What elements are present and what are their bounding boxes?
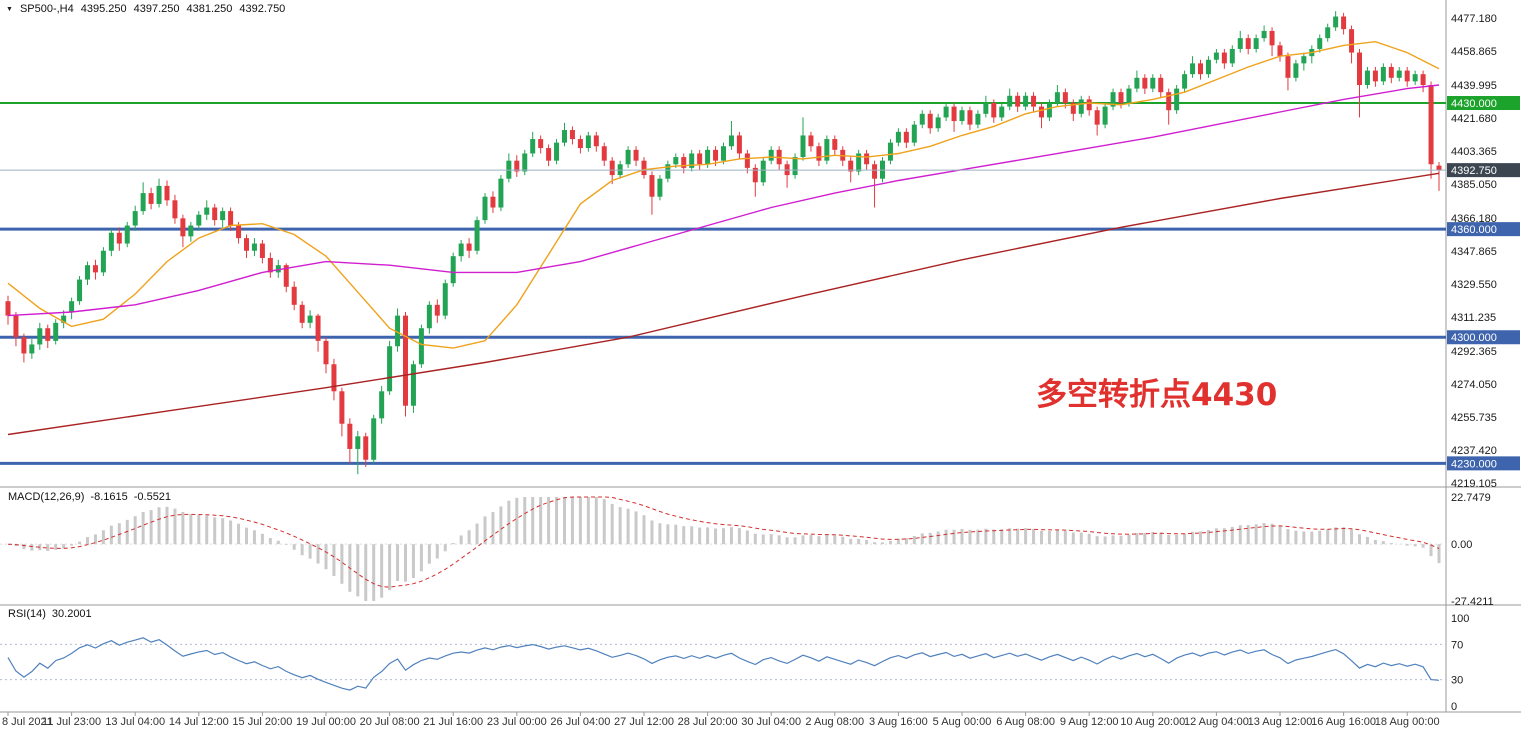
svg-text:4439.995: 4439.995 [1451,80,1497,92]
svg-text:30: 30 [1451,675,1463,687]
svg-text:13 Jul 04:00: 13 Jul 04:00 [105,716,165,728]
svg-text:4300.000: 4300.000 [1451,332,1497,344]
svg-text:30 Jul 04:00: 30 Jul 04:00 [741,716,801,728]
svg-text:100: 100 [1451,613,1469,625]
moving-average-lines [7,40,1440,436]
svg-text:4292.365: 4292.365 [1451,346,1497,358]
svg-text:4274.050: 4274.050 [1451,379,1497,391]
svg-text:4366.180: 4366.180 [1451,213,1497,225]
svg-text:3 Aug 16:00: 3 Aug 16:00 [869,716,928,728]
svg-text:4392.750: 4392.750 [1451,165,1497,177]
chart-high-value: 4397.250 [133,3,180,15]
svg-text:18 Aug 00:00: 18 Aug 00:00 [1375,716,1440,728]
svg-text:12 Aug 04:00: 12 Aug 04:00 [1184,716,1249,728]
rsi-value: 30.2001 [51,608,92,620]
svg-text:4385.050: 4385.050 [1451,179,1497,191]
annotation-text: 多空转折点4430 [1036,377,1278,413]
macd-main-value: -8.1615 [90,491,128,503]
svg-text:10 Aug 20:00: 10 Aug 20:00 [1120,716,1185,728]
svg-text:4347.865: 4347.865 [1451,246,1497,258]
svg-text:4255.735: 4255.735 [1451,412,1497,424]
svg-text:22.7479: 22.7479 [1451,492,1491,504]
svg-text:4329.550: 4329.550 [1451,279,1497,291]
chart-low-value: 4381.250 [186,3,233,15]
macd-indicator-label: MACD(12,26,9) -8.1615 -0.5521 [8,491,171,503]
svg-text:11 Jul 23:00: 11 Jul 23:00 [42,716,101,728]
svg-text:0.00: 0.00 [1451,539,1472,551]
svg-text:70: 70 [1451,639,1463,651]
svg-text:2 Aug 08:00: 2 Aug 08:00 [805,716,864,728]
svg-text:20 Jul 08:00: 20 Jul 08:00 [360,716,420,728]
chart-close-value: 4392.750 [239,3,286,15]
svg-text:4219.105: 4219.105 [1451,478,1497,490]
svg-text:26 Jul 04:00: 26 Jul 04:00 [550,716,610,728]
price-axis-labels[interactable]: 4477.180 4458.865 4439.995 4421.680 4403.365… [1447,13,1520,490]
svg-text:4360.000: 4360.000 [1451,224,1497,236]
svg-text:8 Jul 2021: 8 Jul 2021 [2,716,53,728]
chart-symbol-label: SP500-,H4 [19,3,74,15]
svg-text:15 Jul 20:00: 15 Jul 20:00 [232,716,292,728]
macd-signal-value: -0.5521 [133,491,172,503]
panel-borders [0,0,1521,713]
svg-text:4311.235: 4311.235 [1451,312,1496,324]
svg-text:4421.680: 4421.680 [1451,113,1497,125]
svg-text:14 Jul 12:00: 14 Jul 12:00 [169,716,229,728]
svg-text:27 Jul 12:00: 27 Jul 12:00 [614,716,674,728]
svg-text:4477.180: 4477.180 [1451,13,1497,25]
svg-text:28 Jul 20:00: 28 Jul 20:00 [678,716,738,728]
macd-panel: 22.7479 0.00 -27.4211 [0,492,1494,608]
chart-symbol-triangle-icon: ▼ [6,5,13,13]
chart-open-value: 4395.250 [80,3,127,15]
svg-text:-27.4211: -27.4211 [1451,596,1494,608]
svg-text:6 Aug 08:00: 6 Aug 08:00 [996,716,1055,728]
svg-text:13 Aug 12:00: 13 Aug 12:00 [1248,716,1313,728]
rsi-indicator-label: RSI(14) 30.2001 [8,608,92,620]
svg-text:4430.000: 4430.000 [1451,98,1497,110]
svg-text:0: 0 [1451,701,1457,713]
svg-text:16 Aug 16:00: 16 Aug 16:00 [1311,716,1376,728]
macd-name: MACD(12,26,9) [8,491,85,503]
svg-text:23 Jul 00:00: 23 Jul 00:00 [487,716,547,728]
svg-text:4230.000: 4230.000 [1451,458,1497,470]
rsi-name: RSI(14) [8,608,46,620]
svg-text:19 Jul 00:00: 19 Jul 00:00 [296,716,356,728]
svg-text:4237.420: 4237.420 [1451,445,1497,457]
svg-text:21 Jul 16:00: 21 Jul 16:00 [423,716,483,728]
svg-text:4458.865: 4458.865 [1451,46,1497,58]
svg-text:9 Aug 12:00: 9 Aug 12:00 [1060,716,1119,728]
chart-title: ▼ SP500-,H4 4395.250 4397.250 4381.250 4… [6,3,285,15]
svg-text:5 Aug 00:00: 5 Aug 00:00 [933,716,992,728]
rsi-panel: 100 70 30 0 [0,613,1469,713]
svg-text:4403.365: 4403.365 [1451,146,1497,158]
